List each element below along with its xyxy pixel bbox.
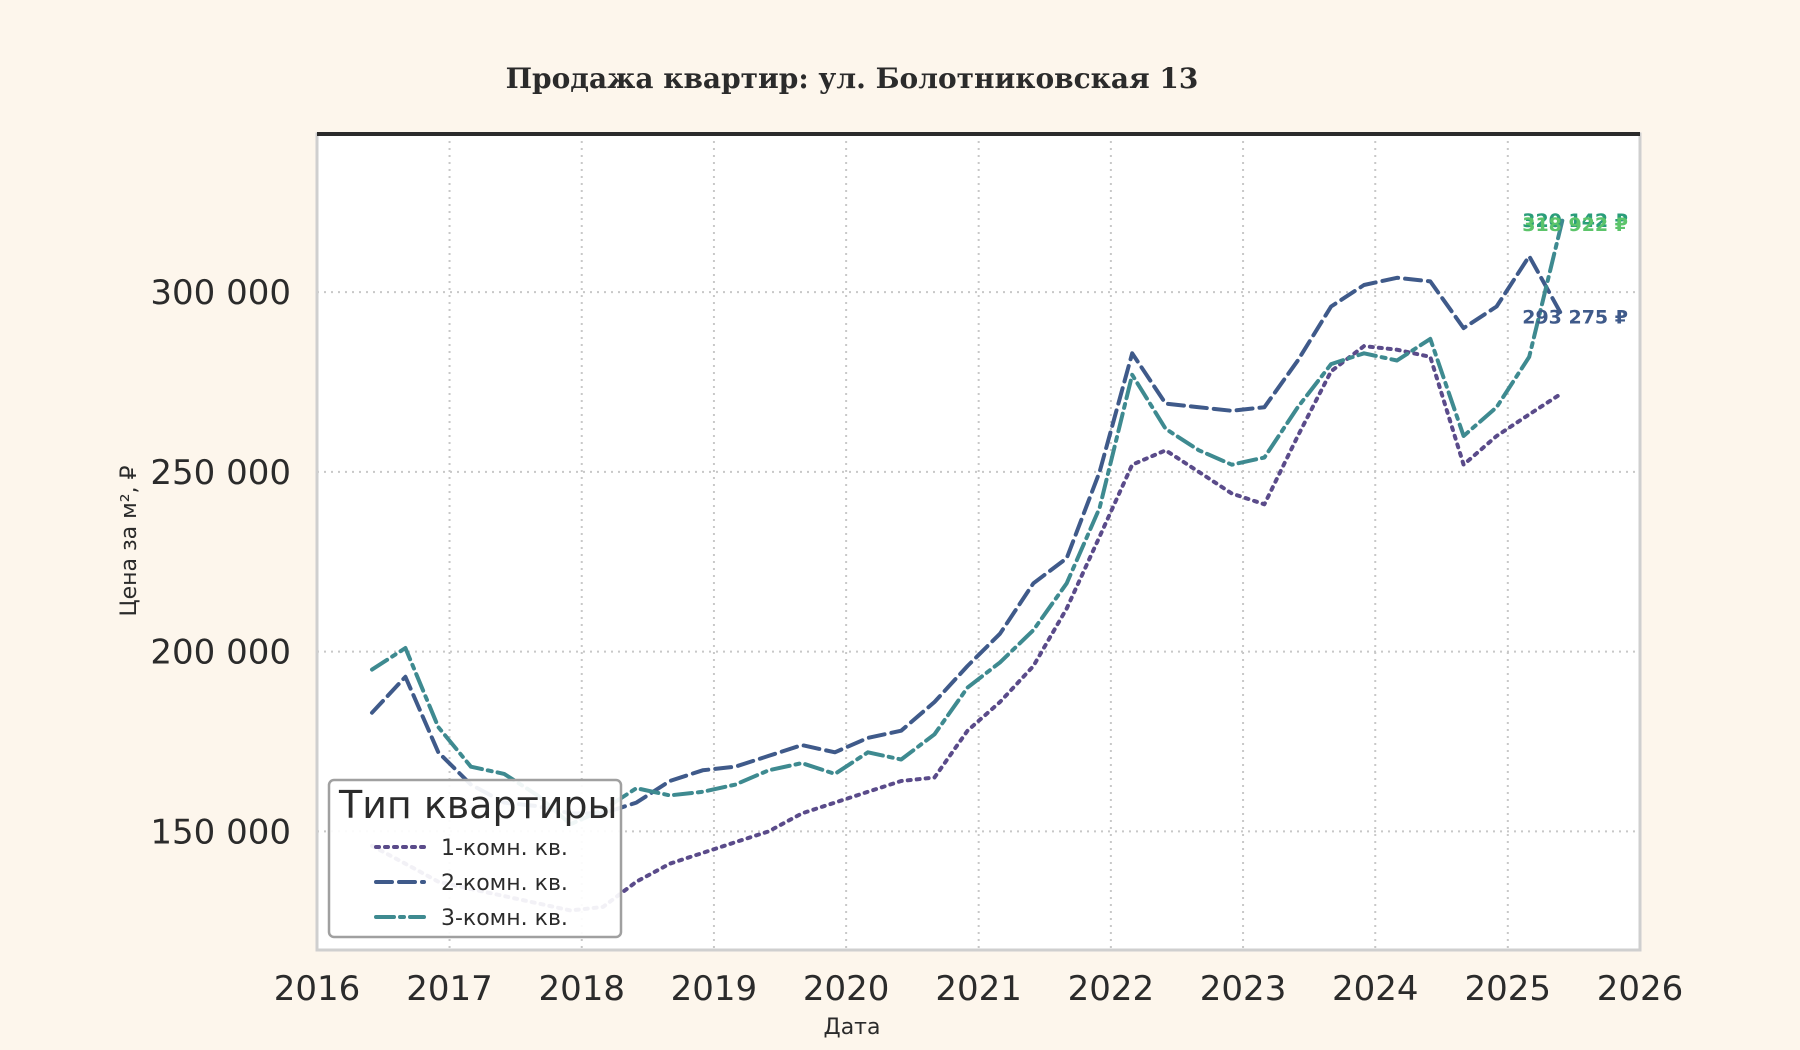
- x-tick-label: 2023: [1200, 969, 1287, 1009]
- legend-label: 1-комн. кв.: [441, 836, 568, 861]
- x-tick-label: 2022: [1068, 969, 1155, 1009]
- y-axis-label: Цена за м², ₽: [117, 465, 142, 616]
- legend-title: Тип квартиры: [338, 783, 618, 827]
- x-tick-label: 2019: [671, 969, 758, 1009]
- legend-label: 2-комн. кв.: [441, 871, 568, 896]
- legend: Тип квартиры 1-комн. кв. 2-комн. кв. 3-ком…: [327, 778, 623, 939]
- y-tick-label: 250 000: [150, 453, 291, 493]
- x-tick-label: 2026: [1597, 969, 1684, 1009]
- x-tick-label: 2018: [538, 969, 625, 1009]
- x-axis-ticks: 2016 2017 2018 2019 2020 2021 2022 2023 2024 2025…: [274, 969, 1684, 1009]
- y-tick-label: 200 000: [150, 633, 291, 673]
- y-axis-ticks: 150 000 200 000 250 000 300 000: [150, 273, 291, 852]
- x-tick-label: 2025: [1465, 969, 1552, 1009]
- end-value-label: 320 142 ₽: [1522, 210, 1628, 232]
- legend-box: [327, 778, 623, 939]
- end-value-labels: 320 142 ₽318 922 ₽ 293 275 ₽: [1522, 210, 1628, 329]
- chart-title: Продажа квартир: ул. Болотниковская 13: [506, 62, 1199, 95]
- end-value-label: 318 922 ₽: [1522, 214, 1628, 236]
- end-value-label: 293 275 ₽: [1522, 306, 1628, 328]
- legend-items: 1-комн. кв. 2-комн. кв. 3-комн. кв.: [374, 836, 568, 931]
- x-tick-label: 2017: [406, 969, 493, 1009]
- x-tick-label: 2020: [803, 969, 890, 1009]
- x-tick-label: 2016: [274, 969, 361, 1009]
- x-tick-label: 2024: [1332, 969, 1419, 1009]
- x-axis-label: Дата: [824, 1015, 881, 1040]
- y-tick-label: 300 000: [150, 273, 291, 313]
- legend-label: 3-комн. кв.: [441, 906, 568, 931]
- plot-frame: [315, 132, 1642, 952]
- y-tick-label: 150 000: [150, 812, 291, 852]
- x-tick-label: 2021: [935, 969, 1022, 1009]
